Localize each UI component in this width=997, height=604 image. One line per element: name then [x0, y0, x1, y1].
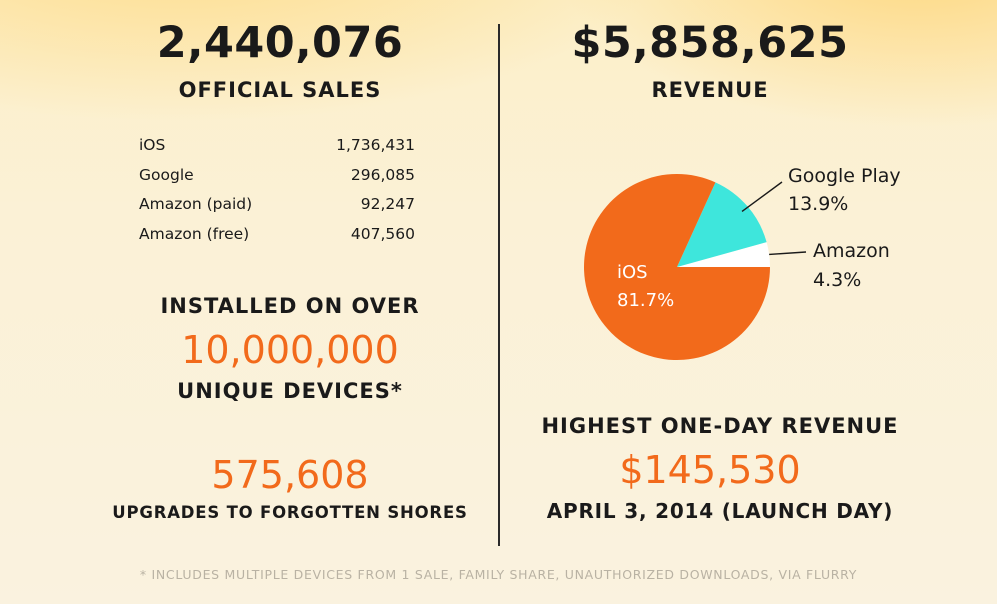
pie-label-ios: iOS [617, 262, 648, 283]
pie-slice-google-play [677, 182, 767, 267]
sales-row-value: 92,247 [360, 195, 415, 213]
upgrades-value: 575,608 [211, 453, 369, 497]
highest-label: HIGHEST ONE-DAY REVENUE [541, 414, 899, 438]
installed-line1: INSTALLED ON OVER [160, 294, 420, 318]
sales-row-value: 407,560 [350, 224, 415, 243]
footnote: * INCLUDES MULTIPLE DEVICES FROM 1 SALE,… [139, 567, 858, 582]
highest-value: $145,530 [619, 448, 801, 492]
platform-sales-table: iOS 1,736,431 Google 296,085 Amazon (paid) 92… [139, 131, 415, 249]
upgrades-label: UPGRADES TO FORGOTTEN SHORES [112, 503, 468, 522]
installed-line2: UNIQUE DEVICES* [177, 379, 403, 403]
sales-total: 2,440,076 [156, 18, 404, 68]
leader-line-amazon [769, 251, 807, 256]
sales-row-value: 296,085 [350, 165, 415, 184]
sales-row: Google 296,085 [139, 161, 415, 191]
highest-date: APRIL 3, 2014 (LAUNCH DAY) [546, 499, 894, 523]
revenue-pie-chart: iOS 81.7% Google Play 13.9% Amazon 4.3% [584, 165, 901, 360]
pie-label-google-play: Google Play [788, 165, 901, 187]
sales-row-platform: iOS [139, 136, 166, 154]
sales-row-platform: Amazon (paid) [139, 195, 253, 213]
sales-row-platform: Amazon (free) [139, 224, 250, 243]
column-divider [498, 24, 500, 546]
pie-value-google-play: 13.9% [788, 193, 848, 215]
sales-row-value: 1,736,431 [336, 136, 415, 154]
sales-row: Amazon (free) 407,560 [139, 220, 415, 250]
sales-row: iOS 1,736,431 [139, 131, 415, 161]
installed-value: 10,000,000 [181, 328, 399, 372]
pie-value-ios: 81.7% [617, 290, 674, 311]
pie-label-amazon: Amazon [813, 240, 890, 262]
pie-slice-ios [584, 174, 770, 360]
sales-row: Amazon (paid) 92,247 [139, 190, 415, 220]
revenue-label: REVENUE [651, 78, 769, 102]
leader-line-google-play [741, 181, 783, 212]
sales-row-platform: Google [139, 165, 194, 184]
revenue-total: $5,858,625 [571, 18, 849, 68]
pie-value-amazon: 4.3% [813, 269, 861, 291]
sales-label: OFFICIAL SALES [178, 78, 382, 102]
pie-slice-amazon [677, 242, 770, 267]
